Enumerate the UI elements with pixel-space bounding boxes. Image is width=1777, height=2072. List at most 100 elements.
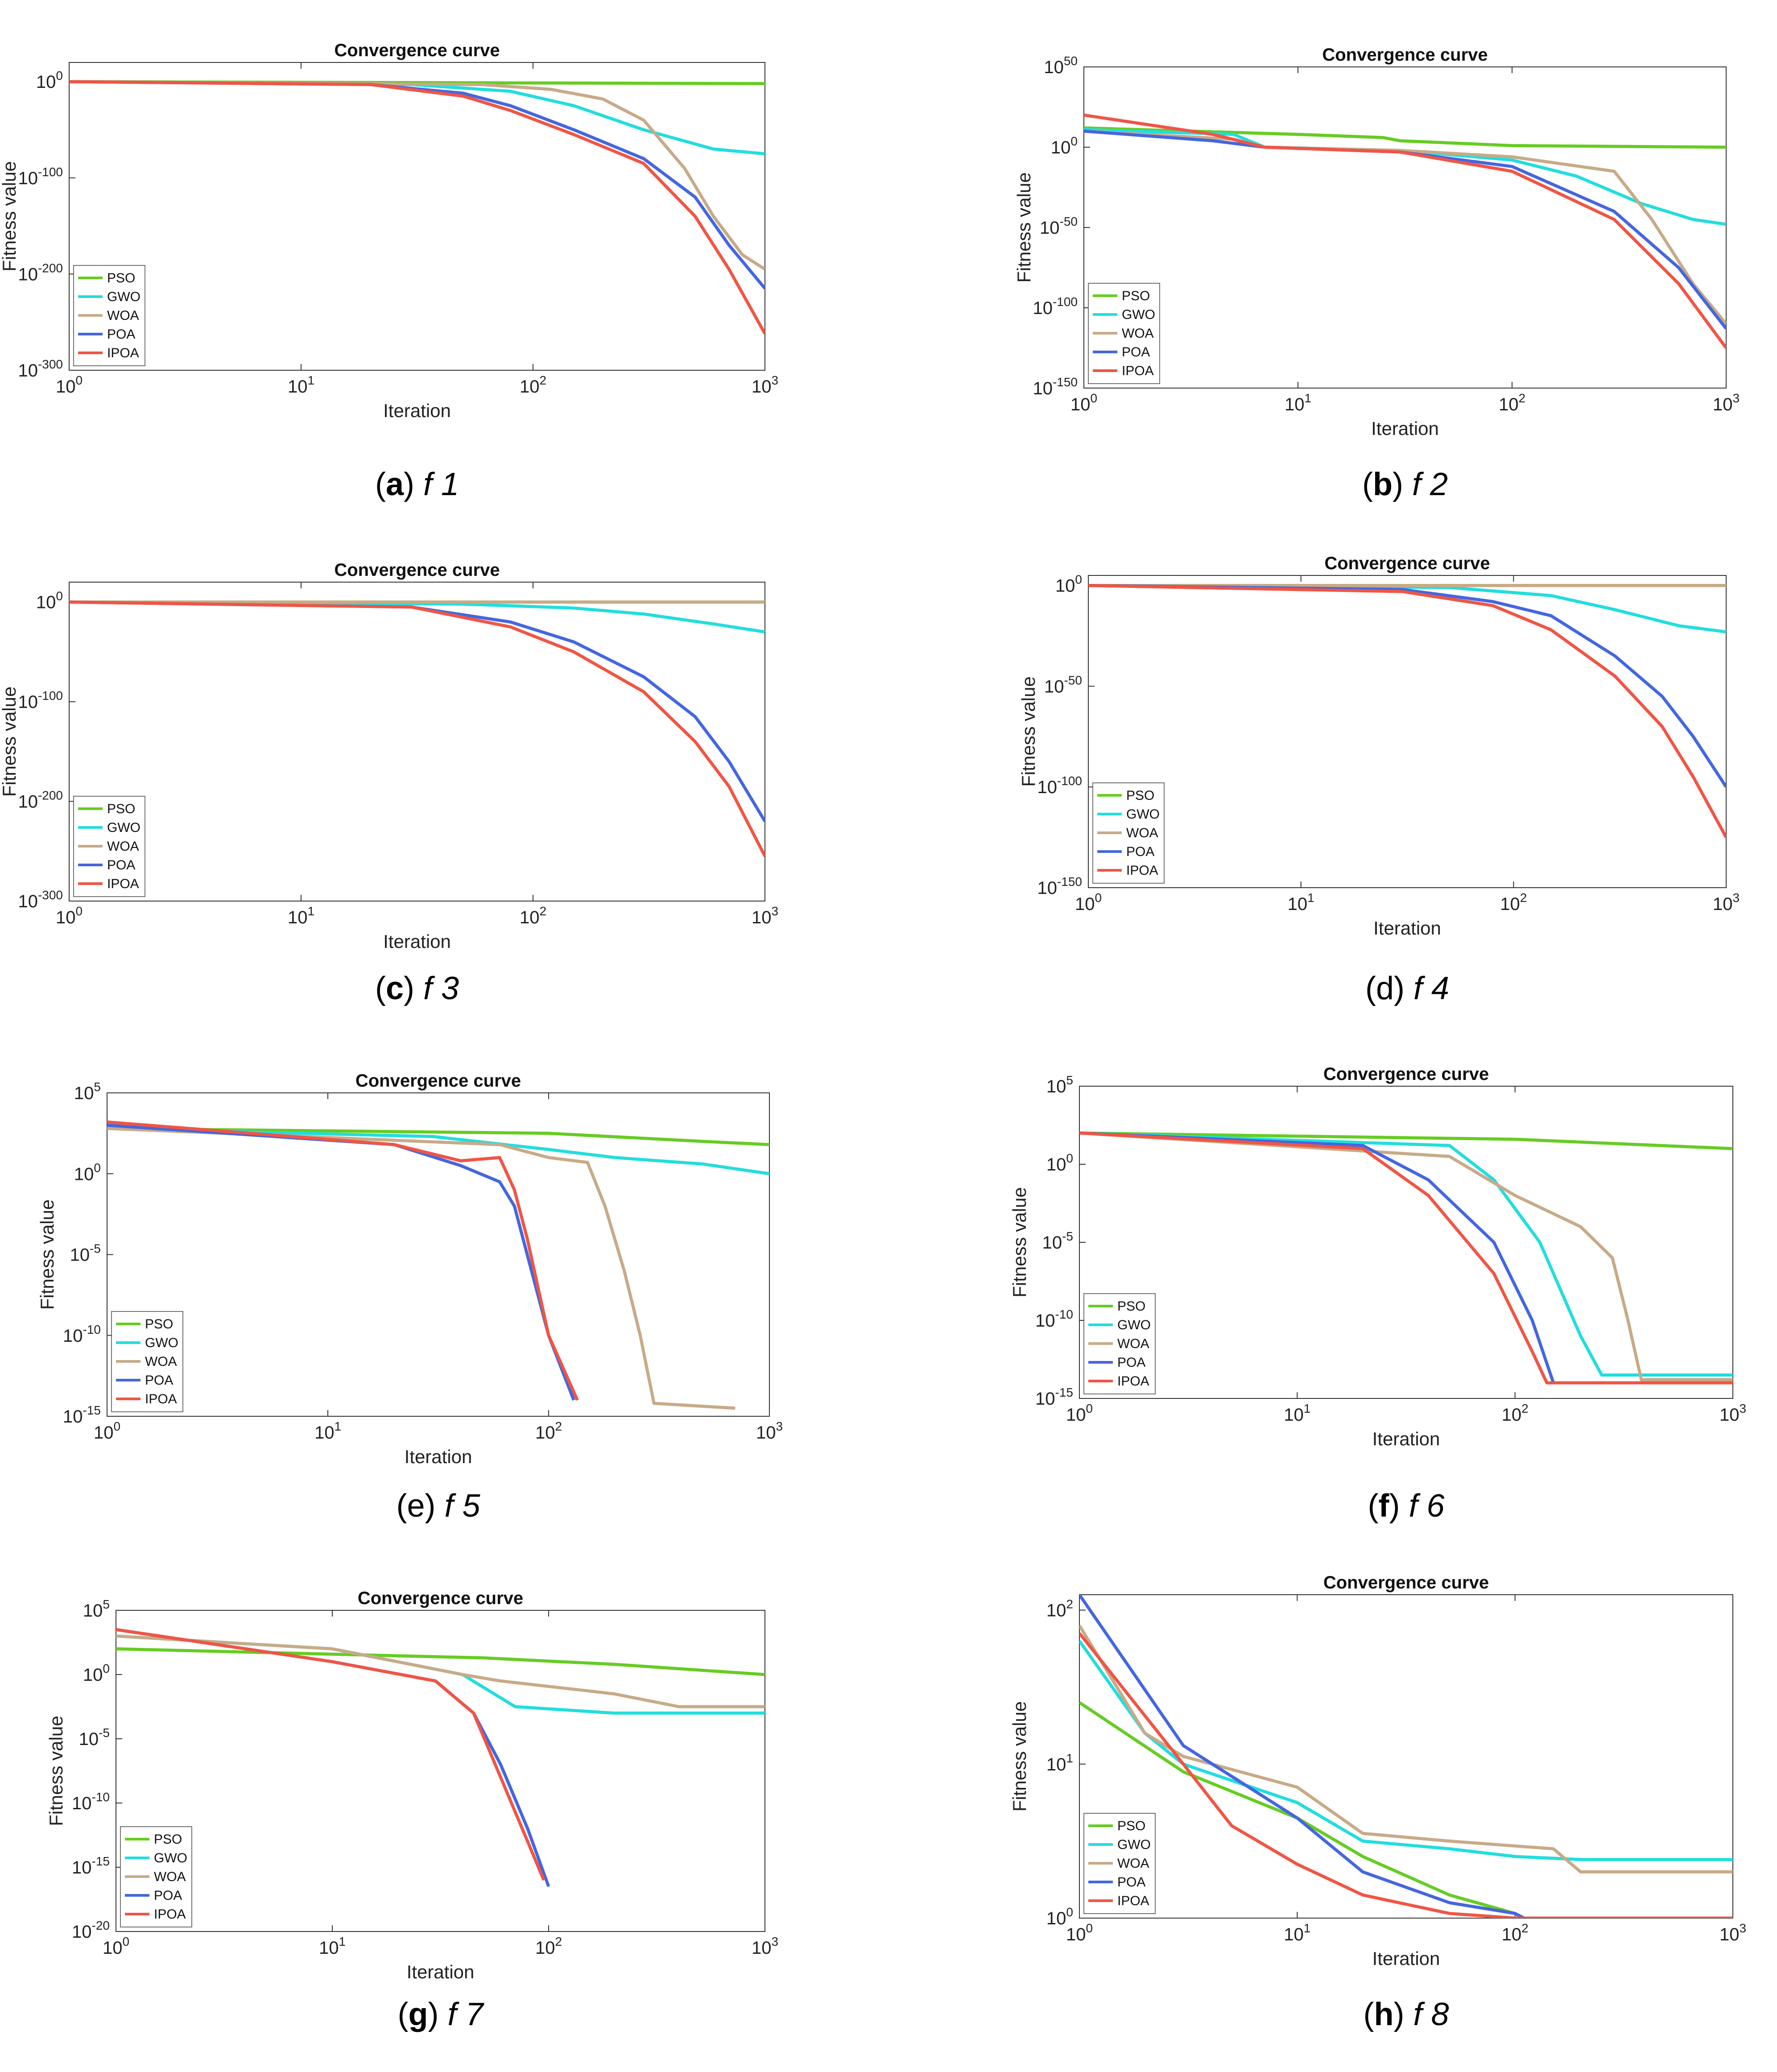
legend-label-gwo: GWO — [154, 1851, 187, 1865]
x-tick-label: 102 — [520, 373, 546, 397]
plot-area — [69, 62, 765, 371]
chart-title: Convergence curve — [1322, 45, 1488, 65]
y-tick-label: 10-100 — [1037, 774, 1082, 797]
legend-label-pso: PSO — [1126, 788, 1154, 803]
x-axis-label: Iteration — [1372, 1948, 1440, 1969]
x-tick-label: 100 — [56, 373, 83, 397]
x-tick-label: 100 — [1075, 891, 1102, 914]
y-tick-label: 100 — [1051, 134, 1078, 157]
x-tick-label: 101 — [319, 1935, 346, 1958]
legend-label-ipoa: IPOA — [107, 877, 139, 891]
y-axis-label: Fitness value — [37, 1199, 58, 1310]
x-tick-label: 101 — [1288, 891, 1314, 914]
y-axis-label: Fitness value — [1013, 172, 1034, 282]
x-tick-label: 103 — [752, 1935, 778, 1958]
y-tick-label: 10-10 — [1035, 1307, 1073, 1331]
panel-caption: (e) f 5 — [396, 1488, 480, 1524]
y-tick-label: 102 — [1046, 1597, 1073, 1621]
legend-label-pso: PSO — [1117, 1299, 1145, 1314]
legend-label-gwo: GWO — [107, 290, 141, 304]
y-tick-label: 10-5 — [70, 1242, 101, 1265]
y-tick-label: 10-100 — [1033, 295, 1078, 318]
x-tick-label: 103 — [1713, 891, 1740, 914]
x-tick-label: 102 — [1502, 1402, 1529, 1425]
y-tick-label: 100 — [74, 1161, 101, 1184]
y-tick-label: 101 — [1046, 1751, 1073, 1774]
x-axis-label: Iteration — [1373, 918, 1441, 939]
x-tick-label: 100 — [1070, 391, 1097, 414]
series-line-pso — [107, 1127, 769, 1146]
x-axis-label: Iteration — [1372, 1428, 1440, 1449]
legend-label-ipoa: IPOA — [145, 1392, 177, 1406]
series-line-gwo — [1079, 1640, 1733, 1861]
legend-label-poa: POA — [1122, 345, 1150, 360]
x-tick-label: 103 — [752, 904, 778, 927]
x-tick-label: 101 — [1284, 1402, 1310, 1425]
legend-label-gwo: GWO — [1126, 807, 1160, 822]
plot-area — [1088, 575, 1727, 888]
legend-label-ipoa: IPOA — [154, 1907, 186, 1922]
x-tick-label: 100 — [103, 1935, 129, 1958]
x-axis-label: Iteration — [383, 400, 451, 421]
series-line-pso — [1079, 1131, 1733, 1150]
chart-f8: Convergence curve 100 101 102 103 102 101 100 It… — [1009, 1573, 1746, 2032]
series-line-woa — [1079, 1131, 1733, 1381]
y-tick-label: 10-15 — [63, 1403, 101, 1427]
panel-caption: (a) f 1 — [375, 467, 459, 502]
panel-caption: (d) f 4 — [1365, 971, 1449, 1006]
series-line-ipoa — [107, 1120, 579, 1401]
x-tick-label: 102 — [535, 1935, 562, 1958]
legend-label-gwo: GWO — [145, 1336, 178, 1350]
x-tick-label: 101 — [288, 373, 314, 397]
series-line-gwo — [107, 1127, 769, 1175]
series-line-woa — [69, 80, 765, 271]
series-line-woa — [107, 1127, 736, 1410]
x-tick-label: 100 — [56, 904, 83, 927]
chart-f5: Convergence curve 100 101 102 103 105 100 10-5 1… — [37, 1071, 783, 1524]
y-tick-label: 105 — [74, 1080, 101, 1103]
x-axis-label: Iteration — [405, 1446, 472, 1467]
y-tick-label: 10-200 — [18, 261, 63, 284]
y-tick-label: 10-300 — [18, 357, 63, 380]
y-tick-label: 100 — [1055, 573, 1082, 596]
legend-label-woa: WOA — [1122, 326, 1154, 341]
series-line-ipoa — [1084, 113, 1726, 349]
y-tick-label: 1050 — [1044, 54, 1078, 77]
y-tick-label: 105 — [83, 1597, 110, 1621]
y-tick-label: 105 — [1046, 1073, 1073, 1096]
x-axis-label: Iteration — [1371, 418, 1439, 439]
y-tick-label: 10-50 — [1044, 673, 1082, 696]
series-line-poa — [1088, 584, 1726, 788]
chart-title: Convergence curve — [334, 560, 500, 580]
y-axis-label: Fitness value — [1009, 1701, 1030, 1811]
chart-f2: Convergence curve 100 101 102 103 1050 100 10-5… — [1013, 45, 1740, 502]
chart-title: Convergence curve — [1323, 1573, 1489, 1592]
chart-f4: Convergence curve 100 101 102 103 100 10-50 10-… — [1018, 554, 1740, 1006]
x-tick-label: 103 — [752, 373, 778, 397]
y-tick-label: 10-15 — [72, 1854, 110, 1878]
legend-label-poa: POA — [1117, 1875, 1145, 1890]
chart-title: Convergence curve — [355, 1071, 521, 1091]
chart-f3: Convergence curve 100 101 102 103 100 10-100 10… — [0, 560, 778, 1006]
series-line-ipoa — [69, 80, 765, 335]
y-axis-label: Fitness value — [1018, 676, 1039, 786]
y-tick-label: 10-20 — [72, 1919, 110, 1942]
series-line-ipoa — [69, 600, 765, 857]
panel-caption: (f) f 6 — [1368, 1488, 1445, 1524]
y-tick-label: 10-150 — [1037, 875, 1082, 898]
series-line-gwo — [1079, 1131, 1733, 1377]
legend-label-poa: POA — [107, 327, 135, 342]
legend-label-woa: WOA — [154, 1869, 186, 1884]
y-tick-label: 10-5 — [79, 1726, 110, 1749]
y-axis-label: Fitness value — [0, 687, 20, 797]
x-tick-label: 101 — [1284, 1921, 1310, 1944]
legend-label-gwo: GWO — [107, 820, 141, 835]
legend-label-gwo: GWO — [1117, 1837, 1151, 1852]
legend-label-pso: PSO — [145, 1317, 173, 1332]
chart-title: Convergence curve — [334, 41, 500, 60]
series-line-gwo — [69, 600, 765, 634]
legend-label-pso: PSO — [1117, 1819, 1145, 1833]
legend-label-ipoa: IPOA — [1117, 1374, 1149, 1389]
